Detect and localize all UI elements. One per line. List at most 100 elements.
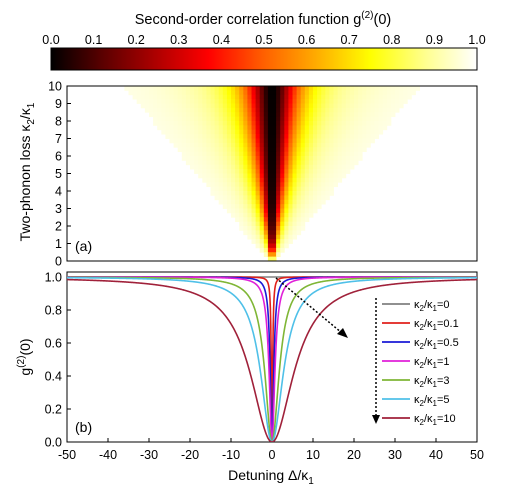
- heatmap-cell: [345, 142, 351, 148]
- heatmap-cell: [313, 103, 318, 109]
- heatmap-cell: [190, 138, 195, 144]
- heatmap-cell: [259, 90, 265, 96]
- heatmap-cell: [284, 226, 289, 231]
- heatmap-cell: [296, 164, 302, 170]
- heatmap-cell: [362, 90, 367, 96]
- heatmap-cell: [276, 156, 281, 161]
- colorbar-tick-label: 0.2: [128, 33, 145, 47]
- heatmap-cell: [251, 164, 256, 170]
- heatmap-cell: [321, 86, 326, 91]
- heatmap-cell: [214, 129, 220, 135]
- heatmap-cell: [251, 129, 256, 135]
- heatmap-cell: [251, 94, 256, 100]
- heatmap-cell: [276, 212, 281, 218]
- heatmap-cell: [239, 186, 244, 192]
- heatmap-cell: [333, 86, 338, 91]
- heatmap-cell: [366, 138, 371, 144]
- heatmap-cell: [235, 217, 240, 223]
- heatmap-cell: [235, 129, 240, 135]
- heatmap-cell: [304, 199, 310, 205]
- heatmap-cell: [239, 173, 244, 179]
- heatmap-cell: [247, 121, 252, 126]
- heatmap-cell: [235, 99, 240, 104]
- heatmap-cell: [345, 86, 351, 91]
- heatmap-cell: [263, 160, 269, 166]
- heatmap-cell: [329, 86, 334, 91]
- heatmap-cell: [280, 103, 285, 109]
- heatmap-cell: [358, 125, 363, 131]
- heatmap-cell: [255, 182, 261, 188]
- heatmap-cell: [358, 112, 363, 118]
- heatmap-cell: [382, 112, 388, 118]
- heatmap-cell: [308, 86, 314, 91]
- heatmap-cell: [243, 99, 248, 104]
- heatmap-cell: [333, 90, 338, 96]
- heatmap-cell: [255, 226, 261, 231]
- heatmap-cell: [272, 151, 277, 157]
- heatmap-cell: [284, 173, 289, 179]
- heatmap-cell: [222, 142, 228, 148]
- heatmap-cell: [280, 247, 285, 253]
- heatmap-cell: [198, 99, 203, 104]
- heatmap-cell: [325, 112, 330, 118]
- heatmap-cell: [255, 138, 261, 144]
- heatmap-cell: [280, 182, 285, 188]
- heatmap-cell: [185, 147, 191, 153]
- heatmap-cell: [194, 129, 199, 135]
- heatmap-cell: [206, 169, 211, 174]
- colorbar-tick-label: 0.3: [170, 33, 187, 47]
- heatmap-cell: [194, 151, 199, 157]
- heatmap-cell: [366, 125, 371, 131]
- heatmap-cell: [370, 107, 375, 113]
- heatmap-cell: [226, 186, 232, 192]
- heatmap-cell: [226, 208, 232, 214]
- heatmap-cell: [214, 147, 220, 153]
- heatmap-cell: [247, 217, 252, 223]
- heatmap-cell: [308, 208, 314, 214]
- colorbar-title: Second-order correlation function g(2)(0…: [135, 10, 391, 28]
- heatmap-cell: [349, 107, 355, 113]
- heatmap-cell: [300, 116, 306, 122]
- heatmap-cell: [140, 99, 146, 104]
- heatmap-cell: [259, 173, 265, 179]
- heatmap-cell: [395, 86, 400, 91]
- heatmap-cell: [296, 107, 302, 113]
- heatmap-cell: [235, 125, 240, 131]
- heatmap-cell: [304, 182, 310, 188]
- heatmap-cell: [354, 156, 359, 161]
- heatmap-cell: [395, 99, 400, 104]
- heatmap-cell: [251, 121, 256, 126]
- heatmap-cell: [222, 169, 228, 174]
- heatmap-cell: [177, 94, 183, 100]
- heatmap-cell: [325, 142, 330, 148]
- heatmap-cell: [321, 103, 326, 109]
- heatmap-cell: [206, 129, 211, 135]
- heatmap-cell: [243, 134, 248, 139]
- heatmap-cell: [276, 226, 281, 231]
- heatmap-cell: [226, 121, 232, 126]
- colorbar-tick-label: 0.6: [298, 33, 315, 47]
- heatmap-cell: [304, 208, 310, 214]
- heatmap-cell: [210, 121, 215, 126]
- heatmap-cell: [190, 142, 195, 148]
- heatmap-cell: [247, 204, 252, 209]
- heatmap-cell: [181, 99, 187, 104]
- heatmap-cell: [325, 169, 330, 174]
- heatmap-cell: [255, 160, 261, 166]
- heatmap-cell: [288, 134, 293, 139]
- heatmap-cell: [366, 90, 371, 96]
- heatmap-cell: [272, 134, 277, 139]
- heatmap-cell: [255, 112, 261, 118]
- heatmap-cell: [300, 147, 306, 153]
- heatmap-cell: [313, 151, 318, 157]
- heatmap-cell: [284, 129, 289, 135]
- heatmap-cell: [226, 90, 232, 96]
- heatmap-cell: [354, 121, 359, 126]
- heatmap-cell: [239, 134, 244, 139]
- heatmap-cell: [378, 86, 384, 91]
- heatmap-cell: [308, 182, 314, 188]
- heatmap-cell: [222, 112, 228, 118]
- heatmap-cell: [165, 112, 170, 118]
- heatmap-cell: [292, 191, 297, 196]
